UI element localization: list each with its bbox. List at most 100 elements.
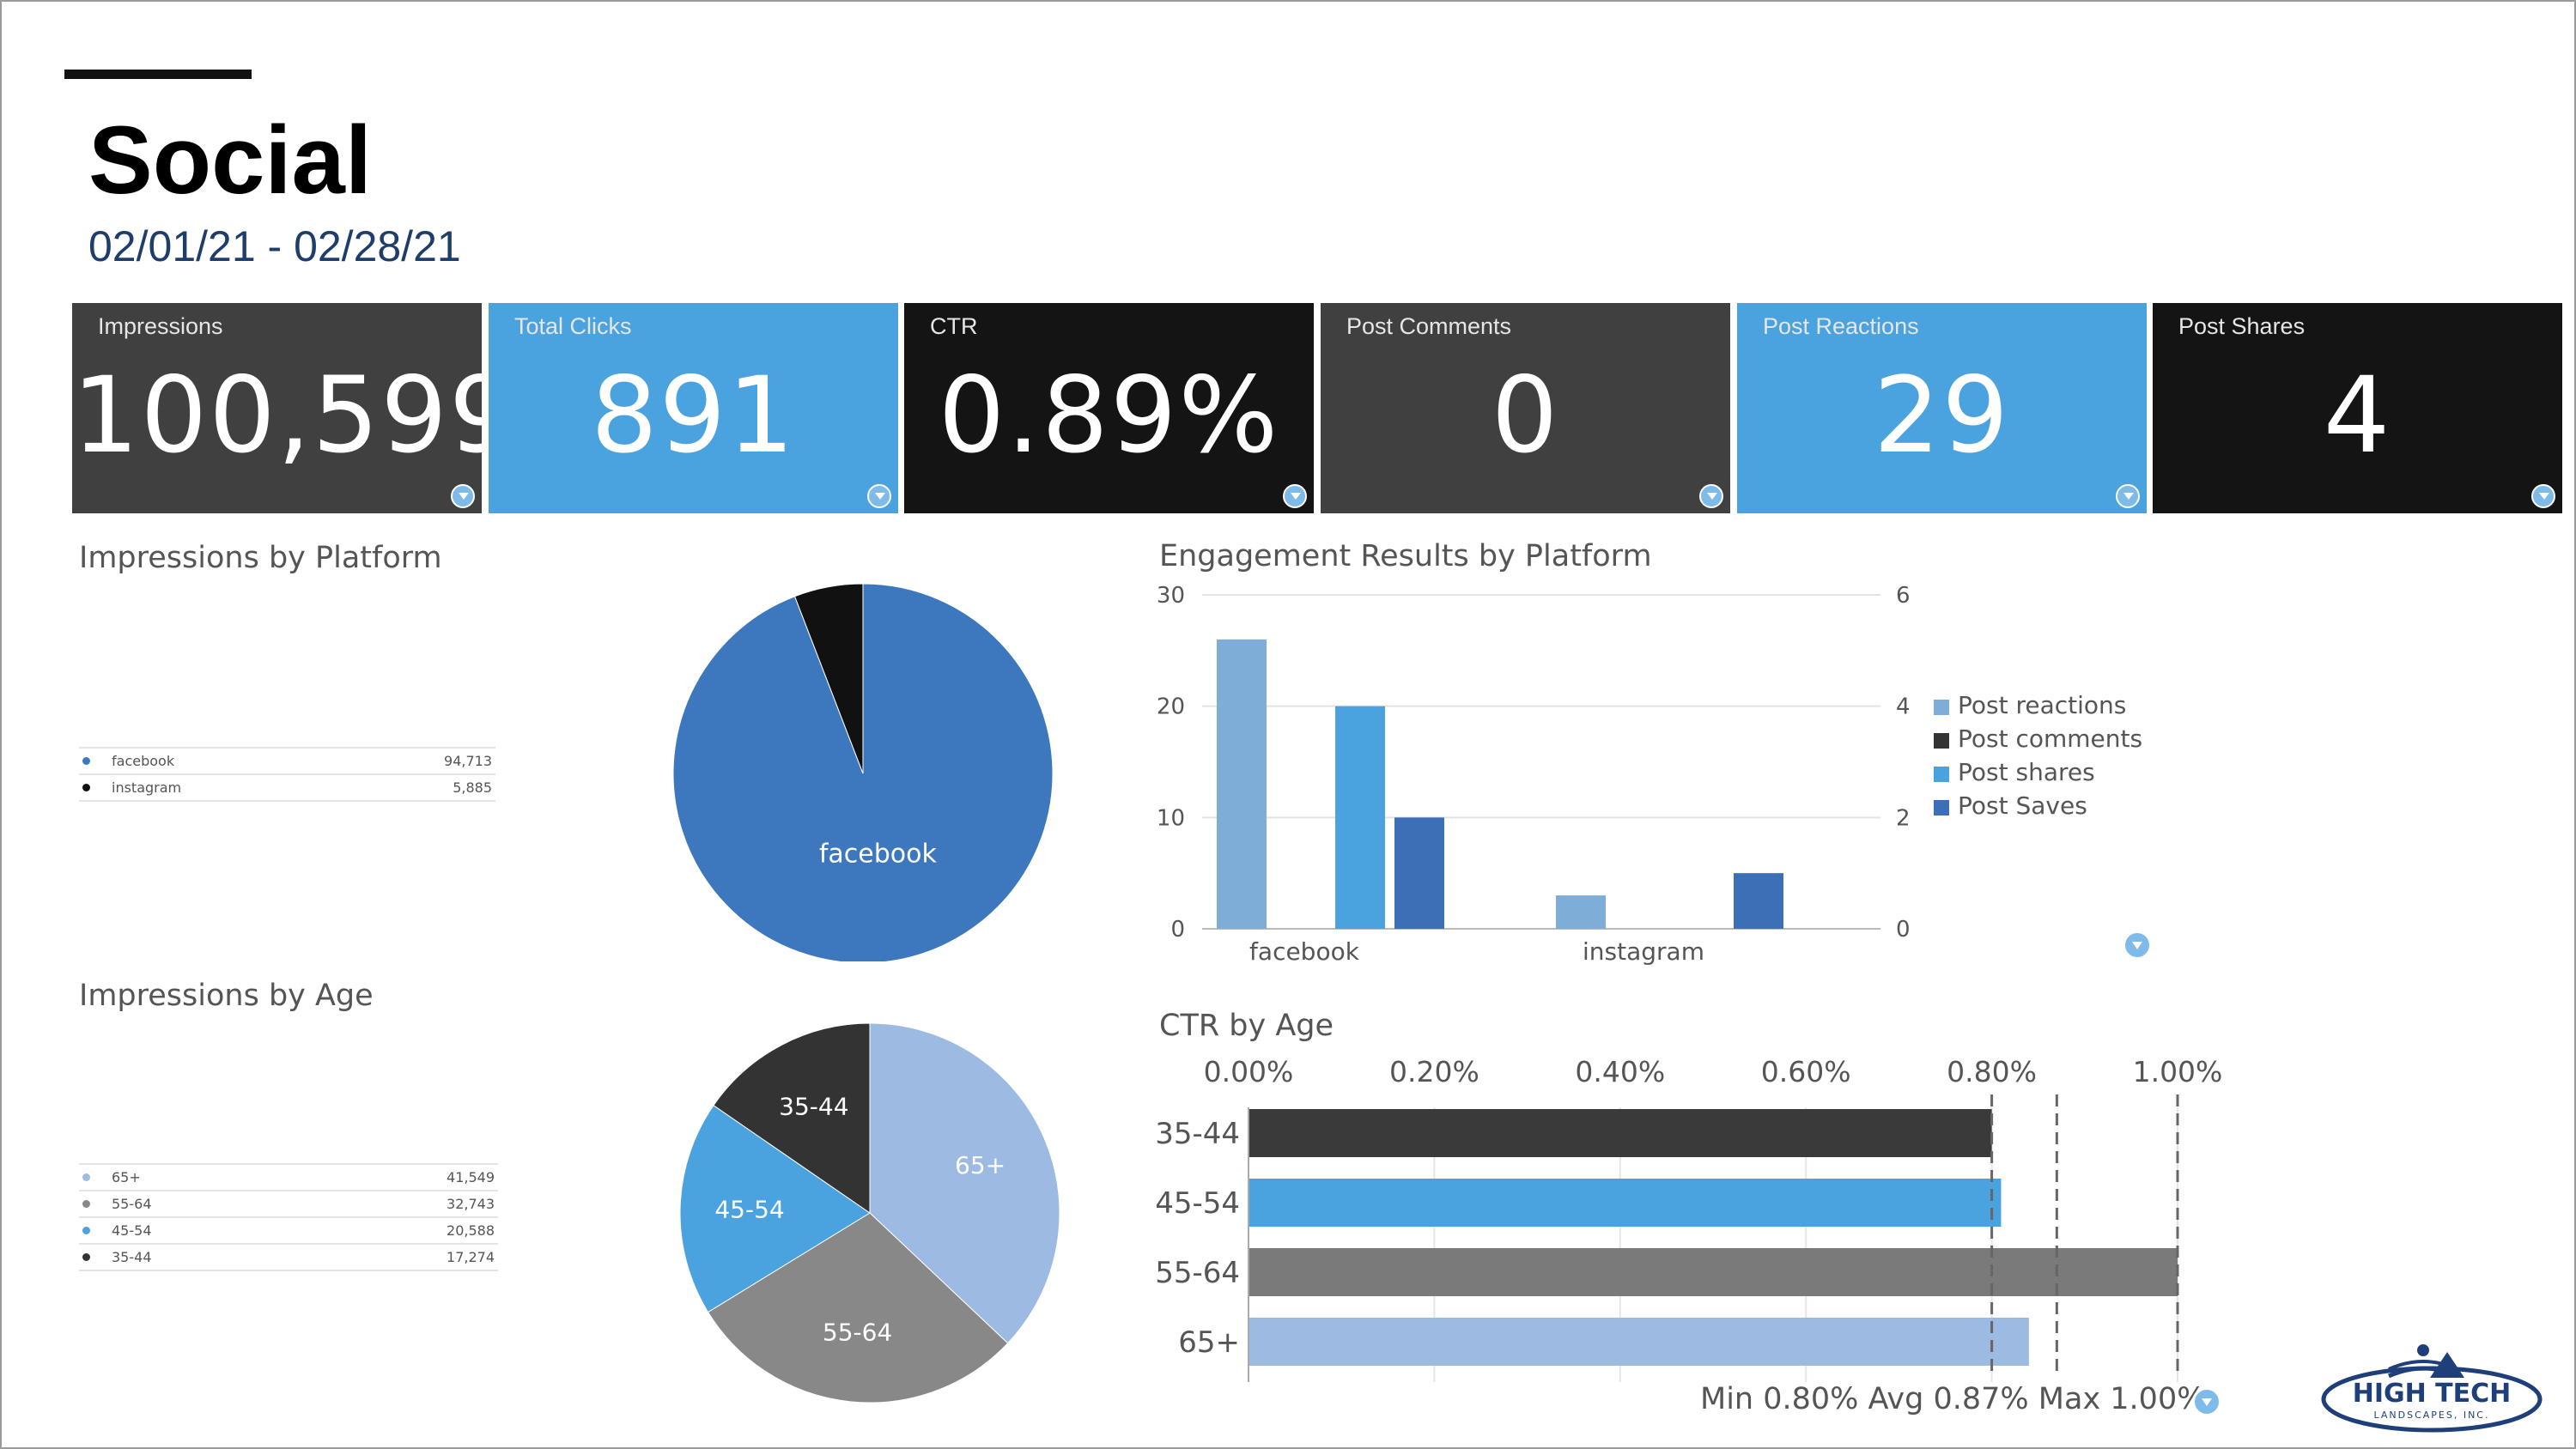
category-label: 35-44 [1155, 1117, 1240, 1151]
filter-icon[interactable] [867, 484, 891, 508]
kpi-impressions[interactable]: Impressions 100,599 [72, 303, 518, 513]
filter-icon[interactable] [2192, 1387, 2221, 1416]
ctr-age-title: CTR by Age [1159, 1009, 1334, 1043]
right-tick-label: 0 [1896, 917, 1911, 943]
impressions-age-title: Impressions by Age [79, 979, 374, 1013]
legend-dot [82, 784, 90, 791]
legend-value: 41,549 [447, 1169, 495, 1185]
legend-row: instagram 5,885 [79, 775, 495, 802]
pie-slice-label: 65+ [955, 1151, 1005, 1179]
filter-icon[interactable] [1283, 484, 1307, 508]
kpi-value: 891 [591, 355, 796, 476]
x-tick-label: 0.20% [1389, 1055, 1479, 1088]
legend-label: facebook [112, 753, 175, 769]
kpi-value: 29 [1873, 355, 2011, 476]
legend-value: 94,713 [444, 753, 492, 769]
pie-slice [793, 584, 864, 774]
legend-label: 35-44 [112, 1249, 152, 1265]
kpi-label: Total Clicks [514, 313, 632, 339]
legend-row: 35-44 17,274 [79, 1245, 498, 1271]
engagement-bar [1734, 873, 1783, 929]
kpi-value: 100,599 [72, 355, 518, 476]
impressions-age-pie: 65+ 55-64 45-54 35-44 [679, 1022, 1060, 1404]
legend-label: 65+ [112, 1169, 141, 1185]
legend-swatch [1934, 700, 1949, 715]
filter-icon[interactable] [451, 484, 475, 508]
left-tick-label: 0 [1170, 917, 1185, 943]
pie-slice [869, 1022, 1060, 1344]
category-label: 45-54 [1155, 1186, 1240, 1221]
legend-dot [82, 1200, 90, 1208]
kpi-label: Post Shares [2178, 313, 2306, 339]
left-tick-label: 20 [1157, 694, 1185, 720]
legend-label: instagram [112, 779, 182, 796]
right-tick-label: 2 [1896, 805, 1911, 831]
filter-icon[interactable] [2116, 484, 2140, 508]
kpi-value: 0 [1491, 355, 1560, 476]
x-tick-label: 0.00% [1204, 1055, 1294, 1088]
legend-swatch [1934, 800, 1949, 815]
category-label: 55-64 [1155, 1256, 1240, 1290]
date-range: 02/01/21 - 02/28/21 [88, 222, 461, 270]
filter-icon[interactable] [1699, 484, 1723, 508]
pie-slice-label: 55-64 [823, 1319, 892, 1347]
kpi-post-shares[interactable]: Post Shares 4 [2153, 303, 2562, 513]
kpi-post-comments[interactable]: Post Comments 0 [1321, 303, 1730, 513]
legend-swatch [1934, 733, 1949, 749]
legend-value: 20,588 [447, 1222, 495, 1239]
legend-dot [82, 1173, 90, 1181]
legend-label: 45-54 [112, 1222, 152, 1239]
engagement-bar [1335, 706, 1385, 929]
kpi-label: CTR [930, 313, 978, 339]
page-title: Social [88, 106, 372, 214]
left-tick-label: 30 [1157, 583, 1185, 609]
legend-value: 5,885 [453, 779, 492, 796]
impressions-platform-title: Impressions by Platform [79, 541, 442, 575]
logo-text: HIGH TECH [2353, 1379, 2512, 1409]
age-legend-table: 65+ 41,549 55-64 32,743 45-54 20,588 35-44 17,2… [79, 1163, 498, 1271]
legend-dot [82, 1253, 90, 1261]
legend-value: 17,274 [447, 1249, 495, 1265]
kpi-ctr[interactable]: CTR 0.89% [904, 303, 1314, 513]
impressions-platform-pie: facebook [672, 584, 1054, 961]
kpi-label: Post Reactions [1763, 313, 1919, 339]
legend-row: 55-64 32,743 [79, 1191, 498, 1218]
category-label: instagram [1583, 937, 1704, 966]
high-tech-logo: HIGH TECH LANDSCAPES, INC. [2321, 1344, 2543, 1433]
pie-slice-label: 45-54 [714, 1196, 784, 1224]
pie-slice-label: facebook [819, 839, 938, 869]
pie-slice [713, 1022, 871, 1214]
kpi-total-clicks[interactable]: Total Clicks 891 [489, 303, 898, 513]
kpi-value: 0.89% [938, 355, 1280, 476]
legend-value: 32,743 [447, 1196, 495, 1212]
legend-label: Post shares [1958, 758, 2095, 786]
filter-icon[interactable] [2531, 484, 2555, 508]
pie-slice [707, 1212, 1009, 1404]
kpi-post-reactions[interactable]: Post Reactions 29 [1737, 303, 2147, 513]
legend-row: 45-54 20,588 [79, 1218, 498, 1245]
ctr-bar [1249, 1179, 2002, 1227]
x-tick-label: 0.60% [1761, 1055, 1851, 1088]
kpi-label: Post Comments [1346, 313, 1512, 339]
x-tick-label: 0.80% [1947, 1055, 2037, 1088]
engagement-bar [1556, 895, 1606, 929]
category-label: facebook [1249, 937, 1360, 966]
legend-dot [82, 757, 90, 765]
x-tick-label: 0.40% [1575, 1055, 1665, 1088]
ctr-bar [1249, 1109, 1992, 1157]
engagement-bar [1394, 817, 1444, 929]
engagement-title: Engagement Results by Platform [1159, 539, 1652, 573]
right-tick-label: 4 [1896, 694, 1911, 720]
ctr-bar [1249, 1318, 2029, 1366]
left-tick-label: 10 [1157, 805, 1185, 831]
kpi-label: Impressions [98, 313, 223, 339]
title-accent-bar [64, 70, 252, 79]
engagement-bar [1217, 639, 1267, 929]
ctr-summary: Min 0.80% Avg 0.87% Max 1.00% [1700, 1382, 2206, 1416]
pie-slice [679, 1104, 871, 1313]
legend-label: Post comments [1958, 724, 2142, 753]
ctr-age-bar-chart: 0.00% 0.20% 0.40% 0.60% 0.80% 1.00% 35-44 45-54… [1155, 1055, 2222, 1382]
platform-legend-table: facebook 94,713 instagram 5,885 [79, 747, 495, 802]
filter-icon[interactable] [2123, 931, 2152, 960]
